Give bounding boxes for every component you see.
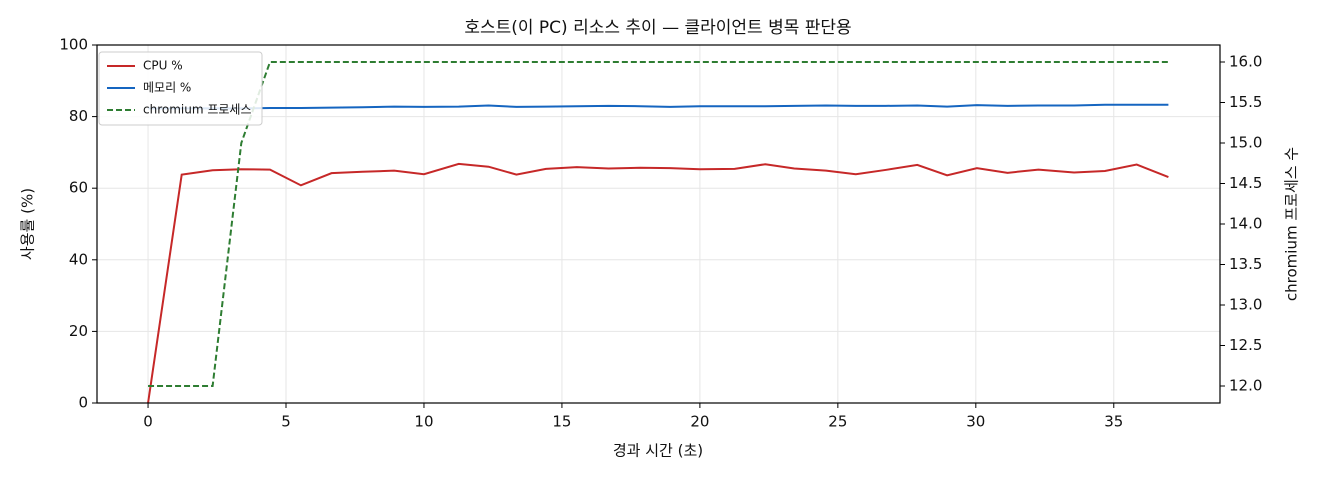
y2-tick-label: 14.5 — [1229, 174, 1262, 192]
legend-label: 메모리 % — [143, 81, 191, 95]
legend-box — [98, 51, 263, 126]
y2-tick-label: 16.0 — [1229, 53, 1262, 71]
y-tick-label: 80 — [69, 107, 88, 125]
x-tick-label: 25 — [828, 413, 847, 431]
y2-tick-label: 13.5 — [1229, 255, 1262, 273]
y-tick-label: 0 — [78, 394, 88, 412]
x-tick-label: 35 — [1104, 413, 1123, 431]
x-tick-label: 5 — [281, 413, 291, 431]
y2-axis-label: chromium 프로세스 수 — [1283, 147, 1301, 301]
series-line — [148, 61, 1169, 387]
x-tick-label: 15 — [552, 413, 571, 431]
y2-tick-label: 12.0 — [1229, 376, 1262, 394]
x-tick-label: 10 — [414, 413, 433, 431]
y-tick-label: 40 — [69, 250, 88, 268]
y-tick-label: 100 — [59, 36, 88, 54]
y-tick-label: 20 — [69, 322, 88, 340]
chart-title: 호스트(이 PC) 리소스 추이 — 클라이언트 병목 판단용 — [464, 18, 851, 38]
y-axis-label: 사용률 (%) — [19, 188, 37, 260]
y-tick-label: 60 — [69, 179, 88, 197]
y2-tick-label: 13.0 — [1229, 295, 1262, 313]
y2-tick-label: 14.0 — [1229, 215, 1262, 233]
y2-tick-label: 15.0 — [1229, 134, 1262, 152]
series-line — [147, 162, 1169, 404]
x-tick-label: 0 — [143, 413, 153, 431]
y2-tick-label: 15.5 — [1229, 93, 1262, 111]
y2-tick-label: 12.5 — [1229, 336, 1262, 354]
plot-frame — [96, 44, 1221, 404]
legend-label: chromium 프로세스 — [143, 103, 252, 117]
series-line — [148, 103, 1169, 110]
x-axis-label: 경과 시간 (초) — [613, 442, 703, 460]
legend-label: CPU % — [143, 59, 183, 73]
x-tick-label: 20 — [690, 413, 709, 431]
x-tick-label: 30 — [966, 413, 985, 431]
